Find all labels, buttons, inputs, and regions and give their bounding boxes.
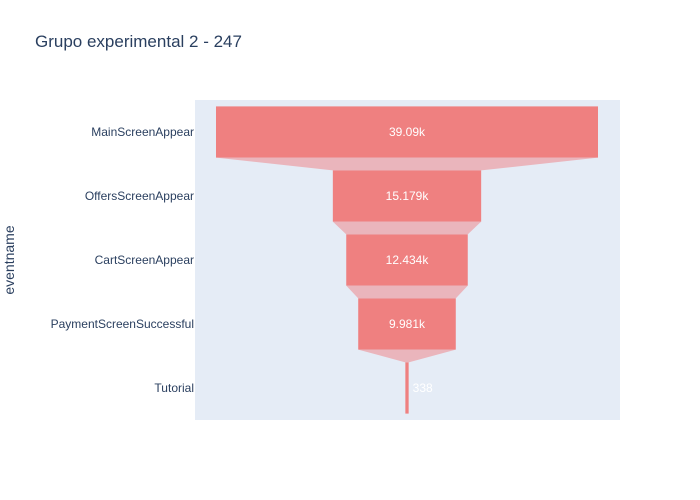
- value-label: 12.434k: [386, 253, 430, 267]
- funnel-bar-cartscreenappear[interactable]: [346, 234, 468, 286]
- value-label: 39.09k: [389, 125, 426, 139]
- funnel-bar-mainscreenappear[interactable]: [216, 106, 598, 158]
- value-label: 9.981k: [389, 317, 426, 331]
- category-label: OffersScreenAppear: [85, 189, 194, 203]
- value-label: 338: [413, 381, 433, 395]
- value-labels-layer: 39.09k 15.179k 12.434k 9.981k 338: [386, 125, 433, 395]
- funnel-connector: [358, 349, 456, 363]
- category-label: PaymentScreenSuccessful: [51, 317, 194, 331]
- funnel-bar-tutorial[interactable]: [405, 362, 409, 414]
- funnel-bar-paymentscreensuccessful[interactable]: [358, 298, 456, 350]
- category-labels-layer: MainScreenAppear OffersScreenAppear CartSc…: [51, 125, 194, 395]
- category-label: CartScreenAppear: [95, 253, 194, 267]
- y-axis-label: eventname: [1, 225, 17, 294]
- funnel-bar-offersscreenappear[interactable]: [332, 170, 482, 222]
- connectors-layer: [216, 157, 598, 363]
- chart-title: Grupo experimental 2 - 247: [35, 32, 242, 51]
- funnel-connector: [346, 285, 468, 299]
- bars-layer: [216, 106, 598, 414]
- category-label: Tutorial: [154, 381, 194, 395]
- value-label: 15.179k: [386, 189, 430, 203]
- funnel-connector: [332, 221, 482, 235]
- category-label: MainScreenAppear: [91, 125, 194, 139]
- funnel-connector: [216, 157, 598, 171]
